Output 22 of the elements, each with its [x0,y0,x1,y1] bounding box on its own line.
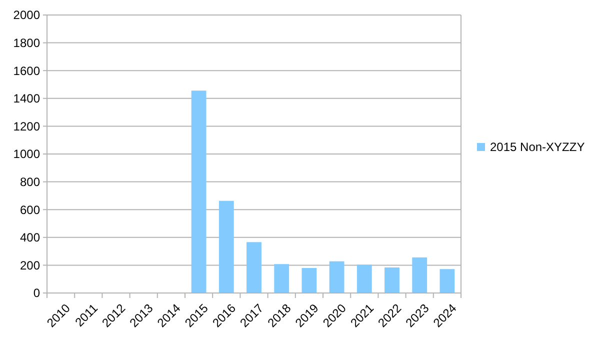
y-tick-label: 600 [20,202,40,217]
y-tick-label: 200 [20,258,40,272]
y-tick-label: 1000 [13,147,40,162]
y-tick-label: 400 [20,230,40,245]
bar [356,264,372,293]
bar [191,90,206,293]
legend-label: 2015 Non-XYZZY [490,140,585,154]
bar [246,242,262,293]
y-tick-label: 1200 [13,119,40,134]
y-tick-label: 0 [33,286,40,300]
bar [412,257,428,293]
y-tick-label: 800 [20,175,40,189]
y-tick-label: 1400 [13,92,40,106]
bar [384,267,400,293]
bar [302,268,317,293]
bar [329,261,344,293]
bar [274,264,290,293]
bar [440,269,455,293]
y-tick-label: 1800 [13,36,40,50]
y-tick-label: 1600 [13,64,40,78]
bar [218,200,234,293]
y-tick-label: 2000 [13,8,40,22]
